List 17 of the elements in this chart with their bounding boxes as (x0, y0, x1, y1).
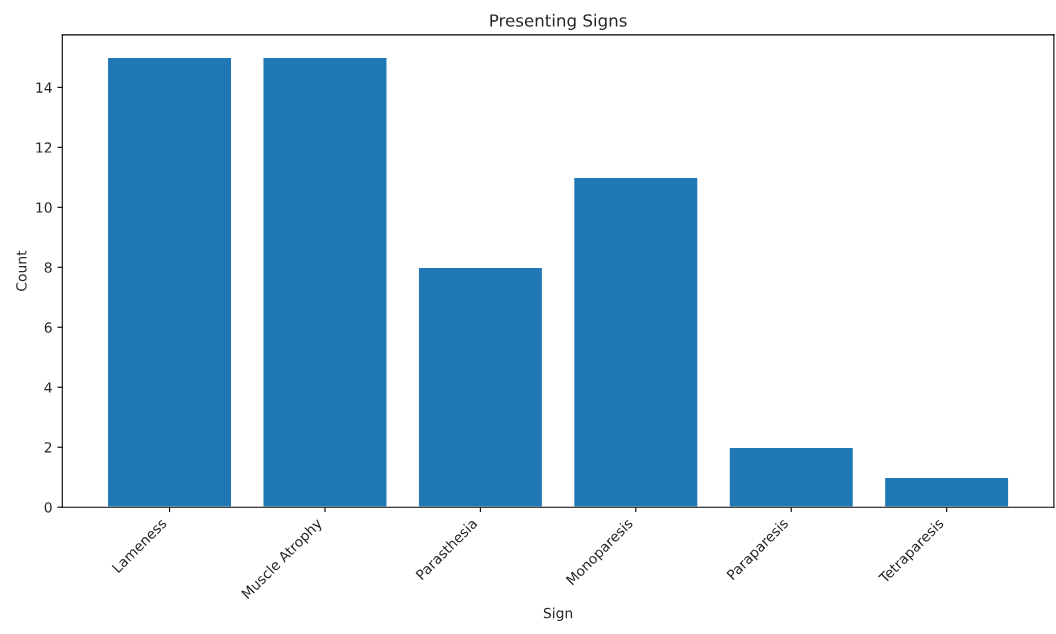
y-tick-label: 12 (36, 142, 52, 153)
x-axis-title: Sign (543, 607, 573, 622)
y-tick-label: 6 (44, 322, 52, 333)
y-tick-label: 14 (36, 82, 52, 93)
y-tick-label: 2 (44, 442, 52, 453)
y-axis-title: Count (16, 250, 27, 291)
y-tick-label: 0 (44, 502, 52, 513)
y-tick-label: 8 (44, 262, 52, 273)
bar (106, 56, 233, 508)
chart-title: Presenting Signs (490, 13, 627, 30)
bar (417, 266, 544, 508)
bar (728, 446, 855, 508)
bar (572, 176, 699, 508)
y-tick-label: 10 (36, 202, 52, 213)
bar (262, 56, 388, 508)
bar (883, 476, 1010, 508)
y-tick-label: 4 (44, 382, 52, 393)
